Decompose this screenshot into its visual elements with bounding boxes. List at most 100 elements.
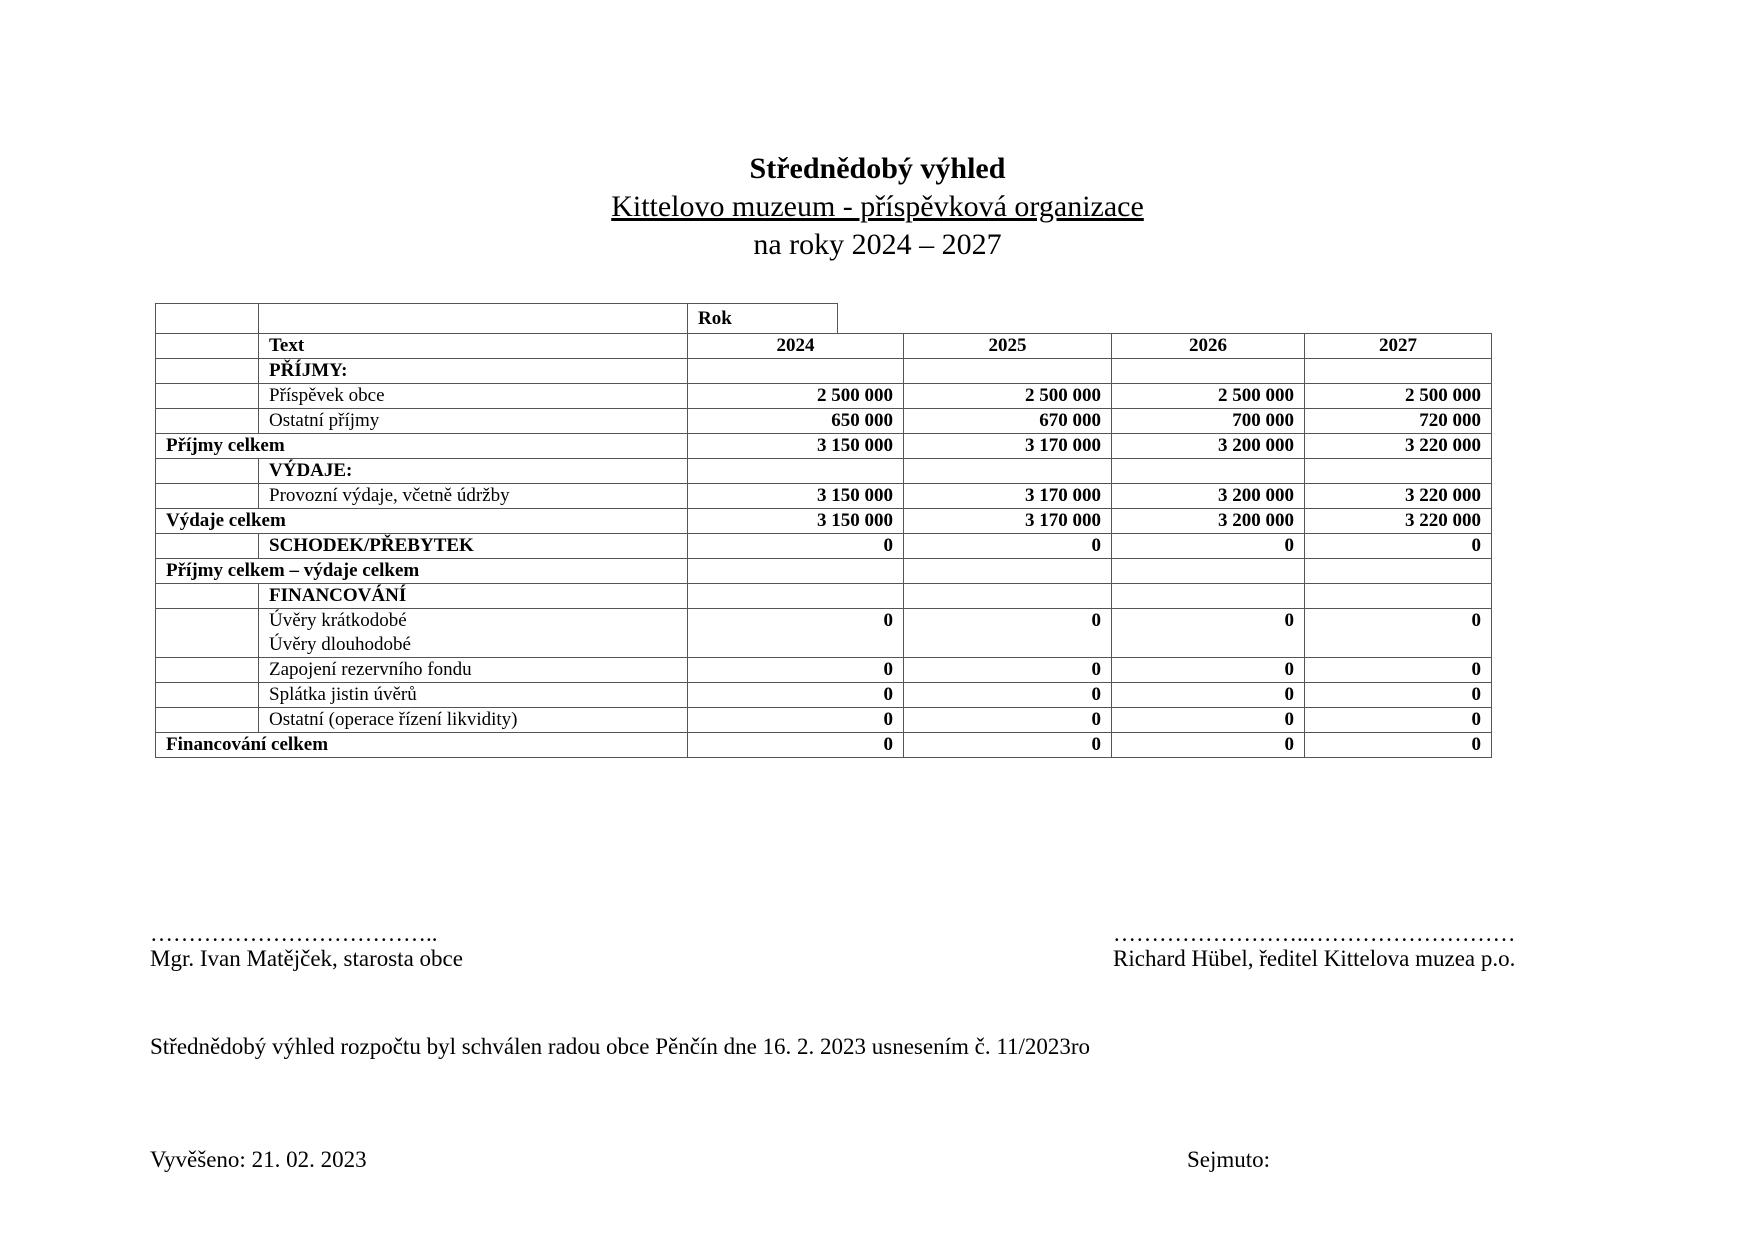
table-row: Výdaje celkem 3 150 000 3 170 000 3 200 000…	[155, 508, 1492, 534]
value-2024: 3 150 000	[687, 483, 904, 509]
value-2027: 3 220 000	[1304, 483, 1492, 509]
value-2025: 670 000	[903, 408, 1112, 434]
value-2027: 0	[1304, 682, 1492, 708]
value-2027: 0	[1304, 707, 1492, 733]
left-signatory: Mgr. Ivan Matějček, starosta obce	[150, 946, 463, 971]
empty-cell	[155, 458, 259, 484]
value-2025	[903, 458, 1112, 484]
value-2024: 3 150 000	[687, 508, 904, 534]
empty-cell	[155, 383, 259, 409]
empty-cell	[155, 483, 259, 509]
right-signature-line: ……………………..………………………	[1113, 921, 1516, 946]
value-2026: 0	[1111, 657, 1305, 683]
value-2024: 0	[687, 732, 904, 758]
row-label-text: VÝDAJE:	[269, 460, 353, 481]
row-label: Ostatní příjmy	[258, 408, 688, 434]
organization-name: Kittelovo muzeum - příspěvková organizac…	[0, 188, 1755, 226]
row-label-text: SCHODEK/PŘEBYTEK	[269, 535, 474, 556]
empty-cell	[155, 608, 259, 658]
row-label-text: Zapojení rezervního fondu	[269, 659, 472, 680]
table-row: PŘÍJMY:	[155, 358, 1492, 384]
value-2027	[1304, 458, 1492, 484]
row-label-text: Úvěry krátkodobé	[269, 610, 407, 631]
row-label-text: PŘÍJMY:	[269, 360, 348, 381]
value-2027: 0	[1304, 732, 1492, 758]
table-row: Příjmy celkem – výdaje celkem	[155, 558, 1492, 584]
row-label: Zapojení rezervního fondu	[258, 657, 688, 683]
value-2027: 3 220 000	[1304, 433, 1492, 459]
table-row: Zapojení rezervního fondu 0 0 0 0	[155, 657, 1492, 683]
value-2027: 3 220 000	[1304, 508, 1492, 534]
document-title: Střednědobý výhled	[749, 152, 1006, 185]
year-2024: 2024	[687, 333, 904, 359]
value-2027	[1304, 358, 1492, 384]
empty-cell	[155, 333, 259, 359]
row-label: PŘÍJMY:	[258, 358, 688, 384]
value-2026: 3 200 000	[1111, 433, 1305, 459]
text-label: Text	[258, 333, 688, 359]
value-2024: 650 000	[687, 408, 904, 434]
value-2025	[903, 358, 1112, 384]
value-2026: 2 500 000	[1111, 383, 1305, 409]
value-2024: 0	[687, 707, 904, 733]
empty-cell	[155, 583, 259, 609]
empty-cell	[155, 358, 259, 384]
organization-name-text: Kittelovo muzeum - příspěvková organizac…	[611, 190, 1144, 223]
table-row: Úvěry krátkodobé Úvěry dlouhodobé 0 0 0 0	[155, 608, 1492, 658]
value-2026: 0	[1111, 732, 1305, 758]
value-2027: 0	[1304, 657, 1492, 683]
value-2025: 0	[903, 533, 1112, 559]
value-2024	[687, 358, 904, 384]
header-row-years: Text 2024 2025 2026 2027	[155, 333, 1492, 359]
value-2025: 0	[903, 608, 1112, 658]
empty-cell	[155, 657, 259, 683]
value-2027	[1304, 583, 1492, 609]
value-2027: 720 000	[1304, 408, 1492, 434]
row-label: Financování celkem	[155, 732, 688, 758]
row-label-text: Příspěvek obce	[269, 385, 385, 406]
empty-cell	[155, 707, 259, 733]
row-label-text-2: Úvěry dlouhodobé	[269, 634, 411, 655]
row-label-text: FINANCOVÁNÍ	[269, 585, 407, 606]
empty-cell	[155, 533, 259, 559]
table-row: Financování celkem 0 0 0 0	[155, 732, 1492, 758]
empty-cell	[155, 303, 259, 334]
removed-date: Sejmuto:	[1187, 1147, 1271, 1172]
row-label: Úvěry krátkodobé Úvěry dlouhodobé	[258, 608, 688, 658]
empty-cell	[837, 303, 1492, 334]
value-2026: 700 000	[1111, 408, 1305, 434]
value-2026	[1111, 558, 1305, 584]
row-label: Příjmy celkem	[155, 433, 688, 459]
value-2025	[903, 583, 1112, 609]
value-2026: 3 200 000	[1111, 508, 1305, 534]
row-label-text: Splátka jistin úvěrů	[269, 684, 417, 705]
year-2026: 2026	[1111, 333, 1305, 359]
period: na roky 2024 – 2027	[753, 228, 1002, 261]
row-label: Provozní výdaje, včetně údržby	[258, 483, 688, 509]
left-signature-line: ………………………………..	[150, 921, 438, 946]
row-label: Ostatní (operace řízení likvidity)	[258, 707, 688, 733]
value-2025: 3 170 000	[903, 433, 1112, 459]
value-2026	[1111, 458, 1305, 484]
value-2024: 0	[687, 657, 904, 683]
value-2024	[687, 583, 904, 609]
empty-cell	[155, 408, 259, 434]
value-2026	[1111, 583, 1305, 609]
value-2026: 0	[1111, 533, 1305, 559]
year-2025: 2025	[903, 333, 1112, 359]
value-2026	[1111, 358, 1305, 384]
value-2026: 0	[1111, 707, 1305, 733]
table-row: Ostatní (operace řízení likvidity) 0 0 0 0	[155, 707, 1492, 733]
value-2024	[687, 458, 904, 484]
value-2024	[687, 558, 904, 584]
row-label: Splátka jistin úvěrů	[258, 682, 688, 708]
table-row: Provozní výdaje, včetně údržby 3 150 000 3…	[155, 483, 1492, 509]
value-2026: 0	[1111, 682, 1305, 708]
table-row: Příspěvek obce 2 500 000 2 500 000 2 500 00…	[155, 383, 1492, 409]
approval-statement: Střednědobý výhled rozpočtu byl schválen…	[150, 1034, 1091, 1059]
value-2025: 2 500 000	[903, 383, 1112, 409]
row-label-text: Ostatní příjmy	[269, 410, 380, 431]
row-label: Příjmy celkem – výdaje celkem	[155, 558, 688, 584]
empty-cell	[258, 303, 688, 334]
value-2025: 3 170 000	[903, 508, 1112, 534]
